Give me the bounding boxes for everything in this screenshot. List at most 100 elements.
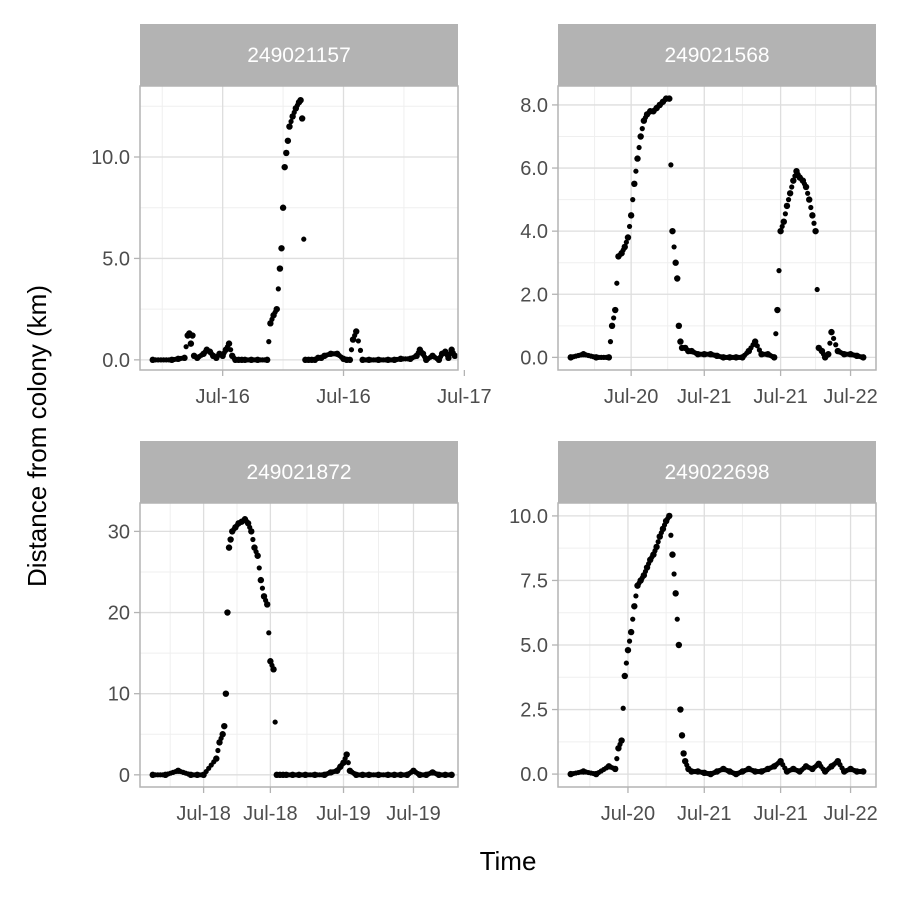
- data-point: [806, 196, 813, 203]
- data-point: [814, 286, 820, 293]
- data-point: [811, 220, 817, 226]
- data-point: [785, 197, 792, 203]
- data-point: [623, 239, 629, 245]
- data-point: [355, 338, 361, 344]
- data-point: [655, 539, 661, 545]
- data-point: [634, 155, 641, 162]
- data-point: [639, 126, 645, 132]
- data-point: [278, 245, 285, 252]
- y-tick-label: 0.0: [520, 764, 548, 786]
- data-point: [213, 755, 220, 762]
- data-point: [626, 638, 633, 644]
- data-point: [827, 340, 833, 346]
- data-point: [623, 660, 629, 666]
- data-point: [677, 706, 684, 713]
- data-point: [605, 354, 613, 361]
- data-point: [777, 227, 784, 235]
- data-point: [275, 286, 281, 292]
- data-point: [631, 180, 638, 188]
- data-point: [343, 751, 350, 758]
- data-point: [833, 342, 839, 348]
- data-points: [149, 516, 455, 779]
- data-point: [812, 227, 819, 235]
- data-point: [266, 339, 272, 345]
- y-tick-label: 5.0: [102, 248, 130, 270]
- data-point: [348, 347, 355, 353]
- data-point: [224, 609, 231, 616]
- y-tick-label: 4.0: [520, 221, 548, 243]
- data-point: [630, 197, 636, 203]
- data-point: [627, 628, 635, 636]
- y-tick-label: 0.0: [520, 347, 548, 369]
- x-tick-label: Jul-17: [437, 386, 491, 408]
- data-point: [780, 218, 787, 225]
- data-point: [286, 123, 293, 130]
- data-point: [825, 351, 832, 358]
- facet-panel-249021157: 249021157 0.0 5.0 10.0 Jul-16 Jul-16 Jul-17: [91, 24, 492, 408]
- x-tick-label: Jul-20: [604, 386, 658, 408]
- data-point: [259, 585, 266, 591]
- data-point: [802, 183, 810, 191]
- data-point: [288, 118, 294, 125]
- x-tick-label: Jul-16: [195, 386, 249, 408]
- facet-strip-label: 249022698: [664, 461, 769, 484]
- data-point: [284, 137, 292, 144]
- y-tick-label: 5.0: [520, 635, 548, 657]
- facet-strip-label: 249021568: [664, 44, 769, 67]
- panel-background: [140, 86, 458, 370]
- data-point: [668, 162, 674, 168]
- y-tick-label: 2.5: [520, 700, 548, 722]
- facet-strip-label: 249021157: [247, 44, 351, 67]
- facet-strip: [558, 24, 876, 86]
- data-point: [773, 331, 779, 337]
- data-point: [669, 551, 676, 558]
- data-point: [618, 737, 625, 744]
- y-tick-label: 20: [108, 603, 130, 625]
- data-point: [345, 760, 351, 766]
- data-point: [624, 234, 632, 241]
- data-point: [451, 352, 459, 359]
- data-point: [672, 590, 679, 597]
- facet-strip-label: 249021872: [246, 461, 351, 484]
- x-tick-label: Jul-16: [316, 386, 370, 408]
- data-point: [630, 616, 636, 622]
- data-point: [776, 268, 782, 274]
- data-point: [637, 133, 644, 140]
- data-point: [860, 768, 867, 775]
- data-point: [671, 571, 677, 577]
- data-point: [771, 354, 778, 361]
- data-point: [614, 756, 620, 762]
- x-tick-label: Jul-19: [386, 803, 440, 825]
- x-tick-label: Jul-18: [243, 803, 297, 825]
- x-axis-title: Time: [480, 846, 537, 876]
- data-point: [636, 144, 642, 151]
- data-point: [653, 543, 660, 551]
- data-point: [222, 690, 230, 697]
- data-point: [227, 536, 234, 543]
- data-point: [256, 565, 262, 571]
- data-point: [754, 343, 760, 349]
- data-point: [279, 204, 287, 211]
- data-point: [808, 204, 814, 211]
- data-point: [215, 747, 221, 754]
- data-point: [668, 532, 674, 538]
- data-point: [266, 630, 272, 636]
- facet-panel-249022698: 249022698 0.0 2.5 5.0 7.5 10.0 Jul-20 Jul-21 Jul…: [509, 441, 878, 825]
- data-point: [674, 616, 680, 622]
- y-tick-label: 10.0: [509, 506, 548, 528]
- x-tick-label: Jul-21: [677, 386, 731, 408]
- y-tick-label: 8.0: [520, 95, 548, 117]
- panel-border: [557, 502, 877, 788]
- data-point: [783, 202, 791, 210]
- data-point: [669, 227, 676, 235]
- data-point: [276, 265, 284, 272]
- data-point: [257, 576, 265, 584]
- data-point: [270, 666, 277, 673]
- facet-panel-249021568: 249021568 0.0 2.0 4.0 6.0 8.0 Jul-20 Jul-21 Jul-…: [520, 24, 878, 408]
- data-point: [273, 305, 280, 313]
- data-point: [626, 223, 633, 230]
- data-point: [782, 211, 788, 217]
- y-tick-label: 30: [108, 521, 130, 543]
- data-point: [254, 552, 261, 559]
